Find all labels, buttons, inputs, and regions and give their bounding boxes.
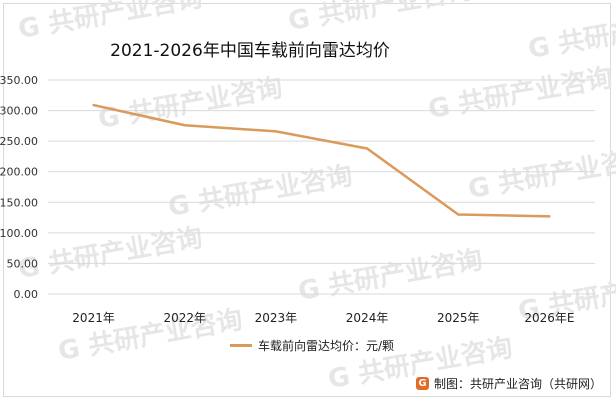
y-tick-label: 250.00 — [0, 135, 38, 148]
legend-swatch — [230, 344, 252, 347]
data-point — [457, 213, 460, 216]
y-tick-label: 200.00 — [0, 166, 38, 179]
source-label: 制图：共研产业咨询（共研网） — [433, 377, 602, 391]
data-point — [92, 103, 95, 107]
watermark-text: G 共研产业咨询 — [296, 244, 485, 307]
x-tick-label: 2025年 — [437, 311, 480, 325]
legend: 车载前向雷达均价：元/颗 — [230, 337, 394, 354]
watermark-text: G 共研产业咨询 — [166, 160, 355, 223]
data-point — [183, 124, 186, 127]
x-tick-label: 2022年 — [163, 311, 206, 325]
y-tick-label: 100.00 — [0, 227, 38, 240]
watermark-text: G 共研产业咨询 — [426, 62, 615, 125]
y-tick-label: 0.00 — [14, 288, 39, 301]
x-tick-label: 2023年 — [255, 311, 298, 325]
series-line — [93, 103, 550, 218]
chart-title: 2021-2026年中国车载前向雷达均价 — [110, 41, 390, 61]
legend-label: 车载前向雷达均价：元/颗 — [258, 339, 395, 353]
watermark-text: G 共研产业咨询 — [466, 142, 616, 205]
watermark-text: G 共研产业咨询 — [16, 222, 205, 285]
y-tick-label: 350.00 — [0, 74, 38, 87]
watermark-text: G 共研产业咨询 — [286, 0, 475, 37]
data-point — [548, 215, 551, 218]
chart-frame — [3, 3, 611, 397]
gonyn-logo-icon: G — [415, 377, 429, 390]
data-point — [365, 147, 369, 150]
x-tick-label: 2026年E — [524, 311, 574, 325]
source-credit: G 制图：共研产业咨询（共研网） — [415, 375, 602, 392]
x-tick-label: 2021年 — [72, 311, 115, 325]
y-tick-label: 150.00 — [0, 196, 38, 209]
data-point — [274, 130, 278, 133]
watermark-text: G 共研产业咨询 — [16, 0, 205, 45]
y-tick-label: 300.00 — [0, 105, 38, 118]
watermark-text: G 共研产业咨询 — [526, 2, 616, 65]
x-tick-label: 2024年 — [346, 311, 389, 325]
y-tick-label: 50.00 — [7, 257, 39, 270]
